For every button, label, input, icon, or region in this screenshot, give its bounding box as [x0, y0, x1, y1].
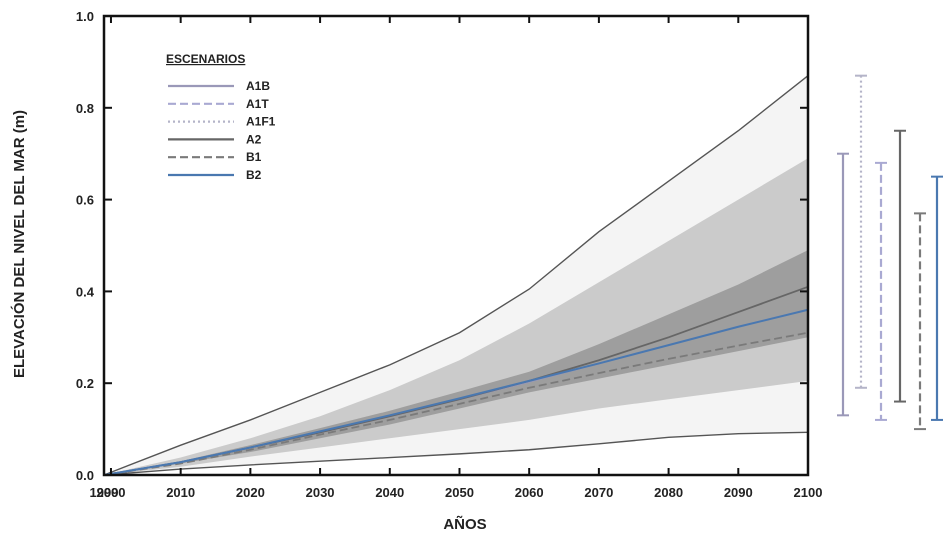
outer-uncertainty-band — [104, 158, 808, 476]
inner-uncertainty-band — [104, 250, 808, 475]
x-tick-label: 2000 — [97, 485, 126, 500]
x-tick-label: 2080 — [654, 485, 683, 500]
x-tick-label: 2040 — [375, 485, 404, 500]
y-tick-label: 0.8 — [76, 101, 94, 116]
range-bars-layer — [837, 74, 943, 431]
y-tick-label: 1.0 — [76, 9, 94, 24]
series-line-b1 — [103, 331, 809, 476]
envelope-layer — [103, 75, 809, 476]
legend-title: ESCENARIOS — [166, 52, 245, 66]
envelope-lower-line — [103, 431, 809, 476]
x-tick-label: 2090 — [724, 485, 753, 500]
legend-label-a1b: A1B — [246, 79, 270, 93]
x-tick-label: 2020 — [236, 485, 265, 500]
legend-label-b1: B1 — [246, 150, 262, 164]
y-axis-title: ELEVACIÓN DEL NIVEL DEL MAR (m) — [10, 110, 28, 378]
y-tick-label: 0.6 — [76, 193, 94, 208]
y-tick-label: 0.0 — [76, 468, 94, 483]
y-tick-label: 0.2 — [76, 376, 94, 391]
legend-label-a1f1: A1F1 — [246, 115, 276, 129]
legend: ESCENARIOS A1B A1T A1F1 A2 B1 B2 — [166, 52, 276, 182]
x-tick-label: 2030 — [306, 485, 335, 500]
x-tick-label: 2050 — [445, 485, 474, 500]
plot-frame — [102, 14, 810, 477]
x-tick-label: 2060 — [515, 485, 544, 500]
legend-label-a2: A2 — [246, 132, 262, 146]
envelope-upper-line — [103, 75, 809, 476]
series-lines-layer — [103, 285, 809, 476]
y-tick-label: 0.4 — [76, 284, 95, 299]
x-tick-label: 2100 — [794, 485, 823, 500]
x-tick-label: 2070 — [584, 485, 613, 500]
legend-label-b2: B2 — [246, 168, 262, 182]
x-tick-label: 2010 — [166, 485, 195, 500]
x-tick-label: 1999 — [90, 485, 119, 500]
series-line-b2 — [103, 308, 809, 476]
legend-label-a1t: A1T — [246, 97, 269, 111]
x-axis-title: AÑOS — [443, 515, 486, 533]
